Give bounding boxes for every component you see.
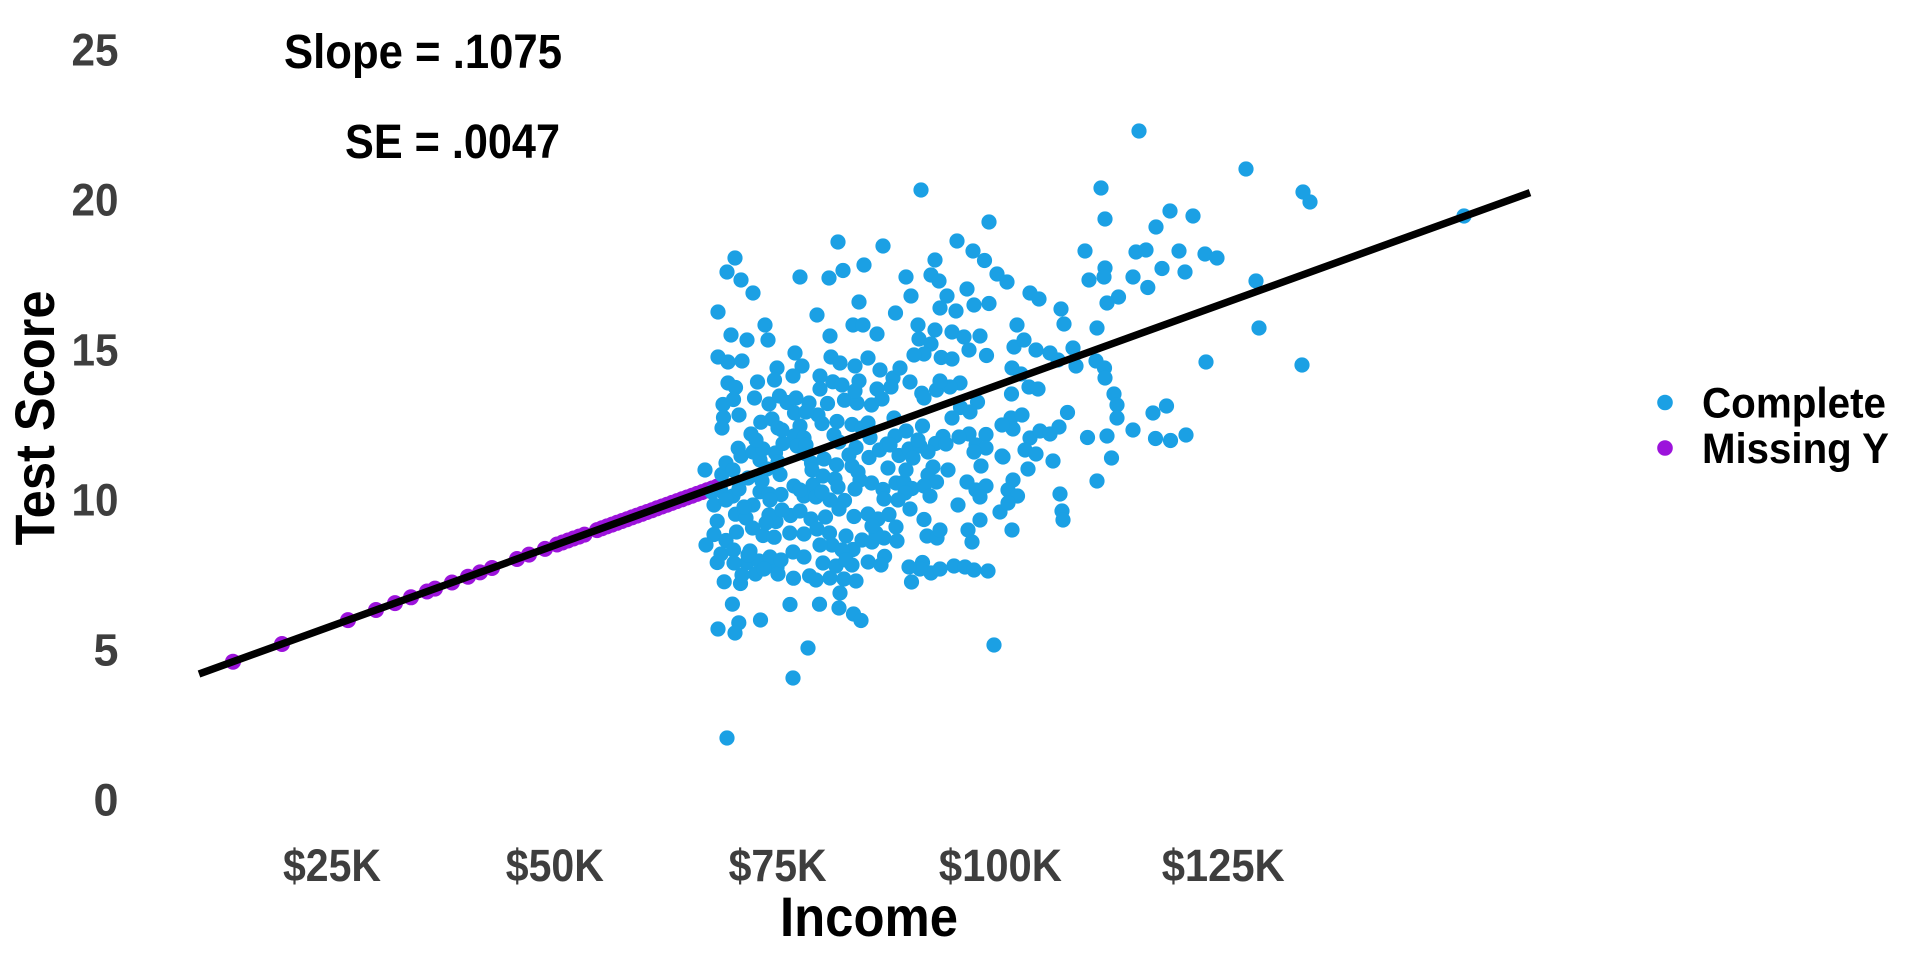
- svg-text:15: 15: [72, 325, 119, 376]
- svg-text:20: 20: [72, 175, 119, 226]
- svg-text:$125K: $125K: [1162, 840, 1285, 891]
- svg-text:Income: Income: [780, 885, 958, 948]
- svg-text:5: 5: [94, 625, 119, 676]
- svg-text:Missing Y: Missing Y: [1702, 425, 1889, 473]
- svg-text:$25K: $25K: [283, 840, 381, 891]
- svg-text:Slope = .1075: Slope = .1075: [284, 26, 562, 79]
- svg-text:$100K: $100K: [939, 840, 1062, 891]
- svg-text:Test Score: Test Score: [3, 291, 66, 546]
- svg-text:Complete: Complete: [1702, 380, 1886, 428]
- svg-text:$50K: $50K: [506, 840, 604, 891]
- svg-text:25: 25: [72, 25, 119, 76]
- svg-text:$75K: $75K: [729, 840, 827, 891]
- svg-text:SE = .0047: SE = .0047: [345, 116, 560, 169]
- svg-text:0: 0: [94, 775, 119, 826]
- svg-text:10: 10: [72, 475, 119, 526]
